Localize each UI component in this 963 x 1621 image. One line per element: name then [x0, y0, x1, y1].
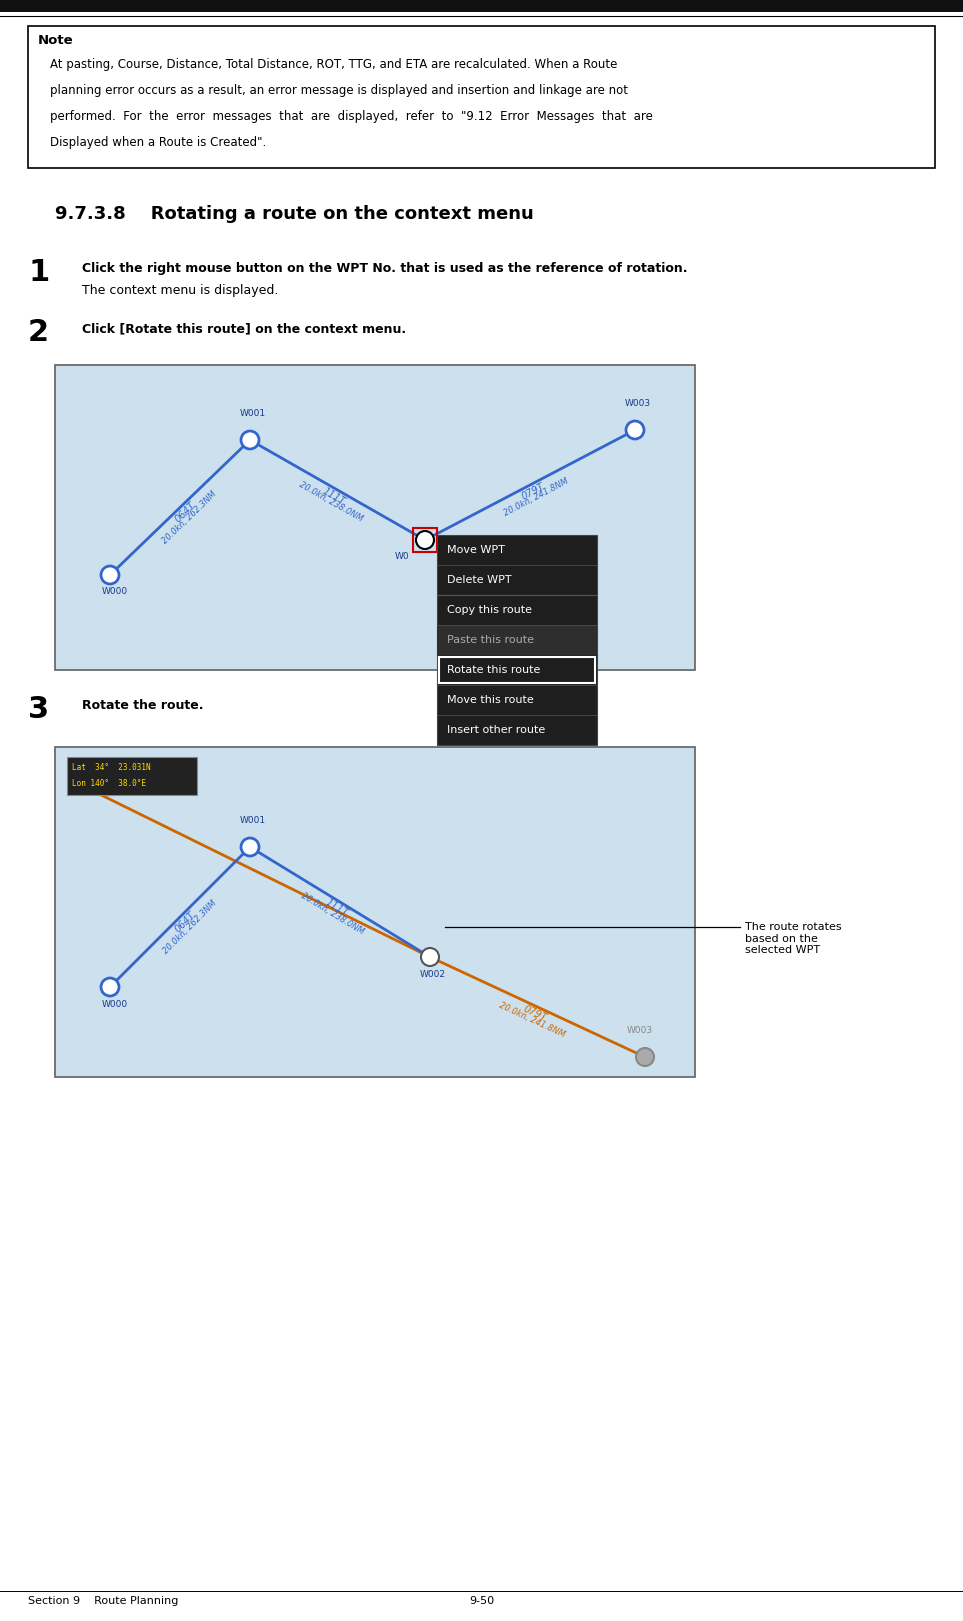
Circle shape [626, 421, 644, 439]
Text: 079T: 079T [520, 481, 547, 501]
Text: 111T: 111T [321, 486, 348, 506]
Text: W003: W003 [627, 1026, 653, 1034]
Text: performed.  For  the  error  messages  that  are  displayed,  refer  to  "9.12  : performed. For the error messages that a… [50, 110, 653, 123]
Bar [55, 365, 695, 669]
Bar [0, 0, 963, 11]
Text: Move WPT: Move WPT [447, 545, 505, 554]
Text: Rotate this route: Rotate this route [447, 665, 540, 674]
Text: Click [Rotate this route] on the context menu.: Click [Rotate this route] on the context… [82, 323, 406, 336]
Text: At pasting, Course, Distance, Total Distance, ROT, TTG, and ETA are recalculated: At pasting, Course, Distance, Total Dist… [50, 58, 617, 71]
Text: 064T: 064T [172, 501, 197, 525]
Text: Copy this route: Copy this route [447, 605, 532, 614]
Text: Displayed when a Route is Created".: Displayed when a Route is Created". [50, 136, 266, 149]
Text: W000: W000 [102, 1000, 128, 1008]
Text: The route rotates
based on the
selected WPT: The route rotates based on the selected … [745, 922, 842, 955]
Bar [437, 626, 597, 655]
Text: 3: 3 [28, 695, 49, 725]
Text: Click the right mouse button on the WPT No. that is used as the reference of rot: Click the right mouse button on the WPT … [82, 263, 688, 276]
Circle shape [241, 431, 259, 449]
Circle shape [241, 838, 259, 856]
Bar [439, 657, 595, 682]
Circle shape [416, 532, 434, 550]
Circle shape [101, 566, 119, 584]
Text: Paste this route: Paste this route [447, 635, 534, 645]
Text: 20.0kn, 262.3NM: 20.0kn, 262.3NM [161, 490, 219, 546]
Text: Delete WPT: Delete WPT [447, 575, 511, 585]
Text: 9-50: 9-50 [469, 1597, 494, 1606]
Text: 111T: 111T [324, 898, 350, 919]
Text: Move this route: Move this route [447, 695, 534, 705]
Text: W000: W000 [102, 587, 128, 597]
Bar [55, 747, 695, 1076]
Text: Section 9    Route Planning: Section 9 Route Planning [28, 1597, 178, 1606]
Text: W0: W0 [395, 553, 409, 561]
Text: 20.0kn, 238.0NM: 20.0kn, 238.0NM [298, 480, 364, 524]
Text: W001: W001 [240, 408, 266, 418]
Circle shape [421, 948, 439, 966]
Text: 079T: 079T [521, 1003, 548, 1023]
Text: planning error occurs as a result, an error message is displayed and insertion a: planning error occurs as a result, an er… [50, 84, 628, 97]
Text: Lat  34°  23.031N: Lat 34° 23.031N [72, 763, 150, 772]
Text: W001: W001 [240, 815, 266, 825]
Text: Rotate the route.: Rotate the route. [82, 699, 203, 712]
Text: Note: Note [38, 34, 73, 47]
Text: 064T: 064T [172, 909, 197, 934]
Circle shape [636, 1049, 654, 1067]
Bar [67, 757, 197, 794]
Text: Lon 140°  38.0°E: Lon 140° 38.0°E [72, 780, 146, 788]
Text: 1: 1 [28, 258, 49, 287]
Text: 20.0kn, 262.3NM: 20.0kn, 262.3NM [162, 898, 219, 955]
Text: 9.7.3.8    Rotating a route on the context menu: 9.7.3.8 Rotating a route on the context … [55, 204, 534, 224]
Bar [413, 528, 437, 553]
Bar [437, 535, 597, 746]
Text: W002: W002 [420, 969, 446, 979]
Text: Insert other route: Insert other route [447, 725, 545, 734]
Text: 20.0kn, 238.0NM: 20.0kn, 238.0NM [299, 892, 366, 937]
Text: 20.0kn, 241.8NM: 20.0kn, 241.8NM [503, 477, 570, 519]
Circle shape [101, 977, 119, 995]
Text: 2: 2 [28, 318, 49, 347]
Text: W003: W003 [625, 399, 651, 408]
Text: The context menu is displayed.: The context menu is displayed. [82, 284, 278, 297]
Bar [28, 26, 935, 169]
Text: 20.0kn, 241.8NM: 20.0kn, 241.8NM [497, 1000, 566, 1039]
